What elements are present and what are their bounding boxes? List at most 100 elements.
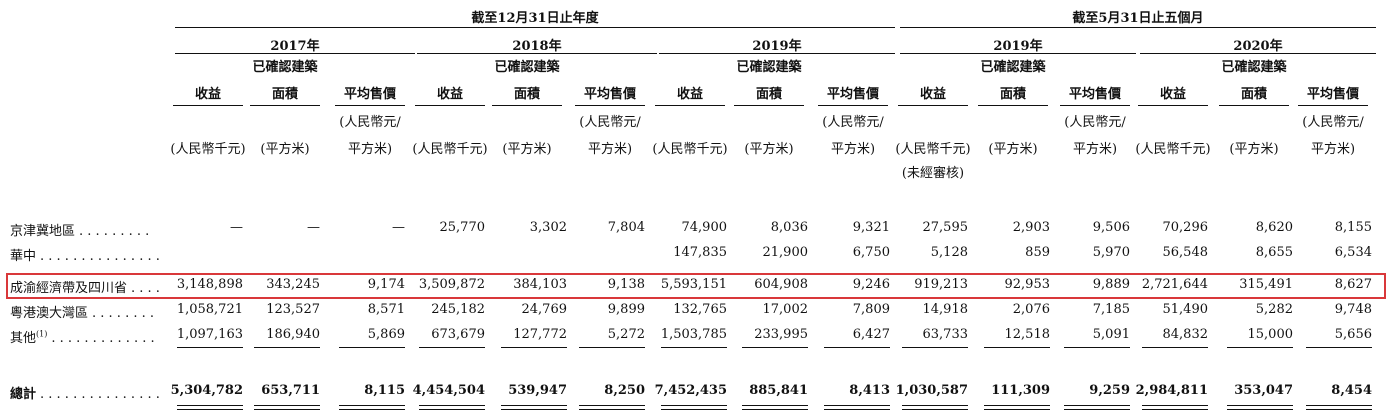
table-cell: 74,900: [681, 220, 728, 235]
double-underline: [824, 405, 890, 410]
group-header-five-months: 截至5月31日止五個月: [1072, 11, 1204, 26]
header-underline: [655, 105, 725, 106]
table-cell: 51,490: [1162, 302, 1209, 317]
year-rule: [900, 53, 1136, 54]
table-cell: 147,835: [673, 245, 727, 260]
table-cell: 9,174: [367, 277, 405, 292]
header-underline: [250, 105, 320, 106]
total-cell: 111,309: [991, 383, 1050, 398]
col-header-unit-price-line1: (人民幣元/: [1064, 115, 1126, 130]
leader-dots: . . . . . . . . . . . . . . .: [40, 249, 160, 264]
table-cell: 2,721,644: [1141, 277, 1208, 292]
year-header-2017: 2017年: [270, 39, 320, 54]
table-cell: 15,000: [1247, 327, 1294, 342]
table-cell: 859: [1025, 245, 1050, 260]
table-cell: 673,679: [431, 327, 485, 342]
table-cell: 8,655: [1255, 245, 1293, 260]
total-cell: 4,454,504: [412, 383, 485, 398]
col-header-revenue: 收益: [676, 87, 703, 102]
table-cell: 25,770: [439, 220, 486, 235]
header-underline: [734, 105, 804, 106]
table-cell: 5,272: [607, 327, 645, 342]
header-underline: [1138, 105, 1208, 106]
double-underline: [984, 405, 1050, 410]
table-cell: 1,097,163: [176, 327, 243, 342]
table-cell: 14,918: [922, 302, 969, 317]
col-header-price: 平均售價: [583, 87, 636, 102]
double-underline: [501, 405, 567, 410]
row-label: 華中. . . . . . . . . . . . . . .: [10, 249, 160, 264]
table-cell: 186,940: [266, 327, 320, 342]
table-cell: 2,903: [1012, 220, 1050, 235]
subtotal-rule: [1306, 347, 1372, 348]
subtotal-rule: [1064, 347, 1130, 348]
col-header-unit-revenue: (人民幣千元): [412, 142, 488, 157]
col-header-unit-revenue: (人民幣千元): [652, 142, 728, 157]
leader-dots: . . . . . . . . .: [79, 224, 150, 239]
table-cell: 245,182: [431, 302, 485, 317]
table-cell: 919,213: [914, 277, 968, 292]
year-header-2018: 2018年: [512, 39, 562, 54]
table-cell: 5,593,151: [660, 277, 727, 292]
col-header-unit-price-line2: 平方米): [1072, 142, 1118, 157]
col-header-area-line2: 面積: [271, 87, 298, 102]
table-cell: 233,995: [754, 327, 808, 342]
total-cell: 653,711: [261, 383, 320, 398]
subtotal-rule: [824, 347, 890, 348]
table-cell: 8,627: [1334, 277, 1372, 292]
table-cell: 3,509,872: [418, 277, 485, 292]
year-header-2020-five-months: 2020年: [1233, 39, 1283, 54]
subtotal-rule: [1142, 347, 1208, 348]
leader-dots: . . . .: [131, 281, 160, 296]
col-header-unit-price-line1: (人民幣元/: [579, 115, 641, 130]
subtotal-rule: [984, 347, 1050, 348]
col-header-area-line1: 已確認建築: [1221, 60, 1287, 75]
double-underline: [1142, 405, 1208, 410]
col-header-unaudited: (未經審核): [901, 166, 965, 181]
table-cell: —: [392, 220, 405, 235]
table-cell: 6,534: [1334, 245, 1372, 260]
row-label: 京津冀地區. . . . . . . . .: [10, 224, 150, 239]
total-cell: 2,984,811: [1135, 383, 1208, 398]
table-cell: 9,321: [852, 220, 890, 235]
double-underline: [579, 405, 645, 410]
table-cell: 315,491: [1239, 277, 1293, 292]
table-cell: 1,058,721: [176, 302, 243, 317]
double-underline: [1306, 405, 1372, 410]
col-header-area-line2: 面積: [999, 87, 1026, 102]
col-header-revenue: 收益: [1159, 87, 1186, 102]
year-rule: [175, 53, 415, 54]
subtotal-rule: [419, 347, 485, 348]
total-cell: 5,304,782: [170, 383, 243, 398]
col-header-unit-area: (平方米): [988, 142, 1038, 157]
header-underline: [818, 105, 888, 106]
subtotal-rule: [339, 347, 405, 348]
table-cell: 56,548: [1162, 245, 1209, 260]
header-underline: [173, 105, 243, 106]
row-label: 成渝經濟帶及四川省. . . .: [10, 281, 160, 296]
col-header-price: 平均售價: [1068, 87, 1121, 102]
total-cell: 8,413: [849, 383, 890, 398]
col-header-unit-revenue: (人民幣千元): [895, 142, 971, 157]
total-cell: 7,452,435: [654, 383, 727, 398]
col-header-unit-price-line1: (人民幣元/: [339, 115, 401, 130]
header-underline: [492, 105, 562, 106]
table-cell: 8,571: [367, 302, 405, 317]
col-header-unit-revenue: (人民幣千元): [170, 142, 246, 157]
subtotal-rule: [501, 347, 567, 348]
col-header-area-line1: 已確認建築: [980, 60, 1046, 75]
col-header-area-line1: 已確認建築: [494, 60, 560, 75]
subtotal-rule: [579, 347, 645, 348]
header-underline: [1219, 105, 1289, 106]
highlight-box: [6, 273, 1386, 299]
table-cell: 9,889: [1092, 277, 1130, 292]
table-cell: 127,772: [513, 327, 567, 342]
table-cell: 3,302: [529, 220, 567, 235]
col-header-unit-price-line2: 平方米): [1310, 142, 1356, 157]
table-cell: 1,503,785: [660, 327, 727, 342]
header-underline: [575, 105, 645, 106]
header-underline: [335, 105, 405, 106]
table-cell: 5,282: [1255, 302, 1293, 317]
double-underline: [661, 405, 727, 410]
col-header-price: 平均售價: [1306, 87, 1359, 102]
